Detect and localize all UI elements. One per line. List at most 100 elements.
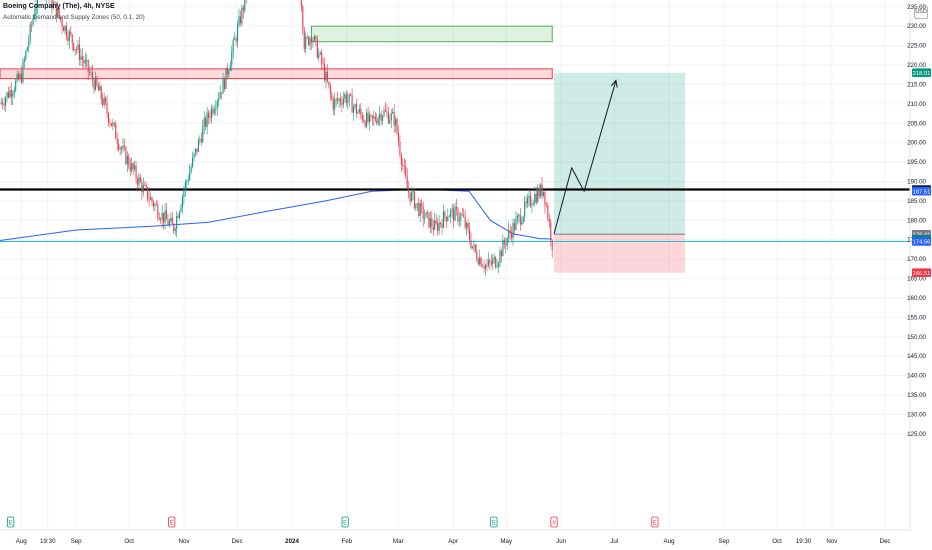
candle <box>186 179 188 190</box>
candle-body <box>212 108 214 114</box>
candle-body <box>351 95 353 113</box>
candle <box>135 160 137 184</box>
candle-body <box>368 114 371 122</box>
candle-body <box>360 108 362 114</box>
candle-body <box>425 212 427 218</box>
candle <box>334 92 336 116</box>
candle-body <box>508 230 510 238</box>
candle <box>190 163 192 174</box>
y-tick-label: 200.00 <box>907 140 926 147</box>
symbol-title[interactable]: Boeing Company (The), 4h, NYSE <box>3 3 115 10</box>
candle <box>163 212 165 230</box>
candle <box>96 75 98 87</box>
candle-body <box>354 104 356 108</box>
candle <box>499 246 501 268</box>
candle-body <box>157 204 159 218</box>
y-tick-label: 225.00 <box>907 43 926 50</box>
candle <box>215 99 217 116</box>
candle-body <box>74 49 76 51</box>
candle-body <box>167 219 169 226</box>
candle <box>338 97 340 108</box>
candle <box>473 239 475 253</box>
candle <box>548 213 550 228</box>
candle <box>498 261 500 274</box>
indicator-legend[interactable]: Automatic Demand and Supply Zones (50, 0… <box>3 14 145 21</box>
candle-body <box>441 223 443 228</box>
candle-body <box>448 216 450 218</box>
candle-body <box>67 36 69 41</box>
candle <box>78 36 81 66</box>
candle-body <box>221 92 223 94</box>
candle-body <box>164 210 166 223</box>
candle-body <box>400 154 402 165</box>
candle-body <box>12 93 14 97</box>
candle <box>413 189 415 210</box>
candle-body <box>337 98 339 101</box>
candle-body <box>487 260 489 266</box>
candle-body <box>208 112 210 118</box>
candle <box>339 92 342 107</box>
candle-body <box>499 250 501 263</box>
earnings-marker: E <box>651 516 659 528</box>
candle-body <box>361 113 363 121</box>
candle <box>492 254 494 271</box>
candle <box>231 45 233 72</box>
candle <box>321 48 323 71</box>
candle <box>486 258 488 272</box>
candle <box>148 191 150 207</box>
candle <box>73 42 75 52</box>
candle <box>209 110 211 124</box>
candle-body <box>238 16 240 26</box>
candle <box>71 33 73 51</box>
candles <box>0 0 553 277</box>
candle <box>460 212 462 227</box>
marker-box <box>651 516 659 528</box>
candle-body <box>342 98 344 105</box>
candle-body <box>0 102 2 104</box>
candle <box>25 50 27 62</box>
candle <box>97 82 99 91</box>
position-profit-zone <box>554 72 685 235</box>
candle-body <box>118 143 120 150</box>
candle-body <box>479 257 481 265</box>
candle <box>544 191 546 214</box>
candle-body <box>138 177 140 185</box>
candle <box>374 112 376 123</box>
price-label: 218.01 <box>912 68 931 78</box>
candle <box>158 212 160 221</box>
candle <box>389 114 391 125</box>
candle <box>524 196 526 222</box>
marker-glyph: E <box>653 521 657 527</box>
candle-body <box>231 51 233 66</box>
candle <box>541 177 543 200</box>
candle-body <box>331 93 333 100</box>
currency-label[interactable]: USD <box>914 6 928 19</box>
candle-body <box>350 94 352 96</box>
candle-body <box>84 60 86 64</box>
candle-body <box>322 63 324 65</box>
candle-body <box>506 237 508 246</box>
candle <box>145 182 147 190</box>
earnings-marker: E <box>168 516 176 528</box>
candle <box>480 256 482 268</box>
candle-body <box>128 156 130 167</box>
candle-body <box>64 25 66 32</box>
candle <box>434 212 436 231</box>
candle <box>154 202 156 212</box>
candle-body <box>306 36 308 38</box>
candle-body <box>392 111 394 114</box>
candle-body <box>334 99 336 110</box>
candle-body <box>18 73 20 80</box>
candle-body <box>473 244 475 247</box>
supply-zone <box>311 25 553 43</box>
candle <box>377 116 379 127</box>
candle-body <box>77 44 79 50</box>
candle-body <box>540 184 542 197</box>
y-tick-label: 150.00 <box>907 334 926 341</box>
candle <box>396 117 398 136</box>
candle <box>245 0 247 4</box>
candle <box>441 218 443 235</box>
candle-body <box>142 184 144 193</box>
candle <box>368 110 371 131</box>
